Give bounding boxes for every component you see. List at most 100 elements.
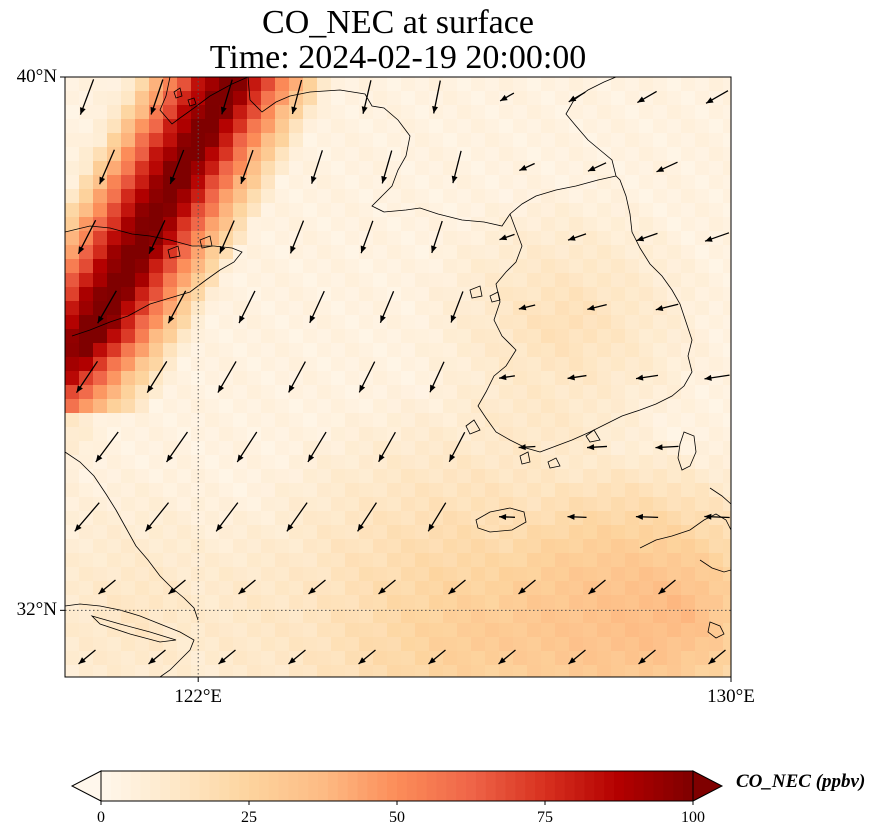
wind-vector-head [378, 454, 385, 462]
coastline-shandong [65, 225, 243, 337]
colorbar-tick-label: 25 [241, 809, 257, 826]
wind-vector-head [166, 454, 173, 463]
wind-vector-head [358, 657, 366, 665]
tsushima-island [677, 431, 697, 471]
wind-vector-head [168, 315, 175, 324]
wind-vector-head [499, 234, 508, 241]
map-frame [64, 76, 732, 678]
gridlines [65, 77, 731, 677]
concentration-field [65, 77, 731, 677]
wind-vector-head [360, 245, 367, 254]
coastline-liaoning [247, 77, 617, 227]
wind-vector-head [518, 304, 527, 311]
wind-vector-head [168, 587, 176, 595]
wind-vector-head [288, 384, 295, 393]
wind-vector-head [237, 454, 244, 463]
jeju-island [475, 507, 527, 533]
coastline-liaodong [159, 77, 249, 125]
wind-vector-head [216, 524, 223, 532]
colorbar-tick-label: 100 [681, 809, 705, 826]
wind-vector-head [655, 444, 663, 451]
korea-islands [465, 285, 601, 469]
wind-vector-head [518, 444, 526, 451]
wind-vector-head [638, 657, 646, 665]
wind-vector-head [448, 587, 456, 595]
wind-vector-head [98, 587, 106, 595]
wind-vector-head [148, 657, 156, 665]
wind-vector-head [519, 164, 527, 171]
wind-vector-head [587, 304, 595, 311]
wind-vector-head [239, 315, 245, 324]
wind-vector-head [378, 587, 386, 595]
wind-vector-head [499, 513, 507, 520]
wind-vector-head [147, 385, 154, 393]
wind-vector-head [150, 106, 157, 115]
wind-vector-head [78, 657, 86, 665]
wind-vector-head [288, 657, 296, 665]
wind-vector-head [290, 245, 296, 254]
coastline-yangtze [65, 603, 195, 677]
map-plot-area [65, 77, 731, 677]
wind-vector-head [449, 454, 456, 462]
colorbar-label: CO_NEC (ppbv) [736, 771, 866, 792]
coastline-korea-south [539, 175, 693, 453]
lon-tick-label: 122°E [174, 686, 223, 707]
wind-vector-head [500, 94, 508, 101]
wind-vector-head [97, 315, 104, 324]
wind-vector-head [220, 106, 227, 115]
lat-tick-label: 40°N [16, 66, 57, 87]
coastlines [65, 77, 731, 677]
wind-vector-head [95, 454, 103, 463]
wind-vector-head [432, 105, 439, 114]
wind-vector-head [567, 374, 575, 381]
wind-vector-head [218, 657, 226, 665]
liaodong-islands [167, 87, 213, 259]
wind-vector-head [357, 523, 364, 532]
wind-vector-head [704, 374, 712, 381]
axis-tick-marks [60, 76, 732, 682]
wind-vector-head [286, 523, 294, 532]
wind-vector-head [78, 246, 85, 254]
wind-vector-head [429, 384, 436, 393]
yangtze-island [90, 615, 177, 643]
colorbar-tick-label: 75 [537, 809, 553, 826]
wind-vector-head [568, 657, 576, 665]
coastline-jiangsu [65, 451, 199, 621]
wind-vector-head [518, 587, 526, 595]
wind-vector-head [361, 106, 368, 114]
wind-vector-head [428, 523, 435, 532]
wind-vectors [74, 79, 730, 665]
wind-vector-head [588, 587, 596, 595]
wind-vector-head [587, 444, 595, 451]
kyushu-coast [639, 487, 731, 639]
wind-vector-head [450, 314, 457, 323]
wind-vector-head [307, 454, 315, 462]
wind-vector-head [499, 374, 507, 381]
wind-vector-head [655, 305, 664, 312]
wind-vector-head [80, 107, 86, 115]
wind-vector-head [498, 657, 506, 665]
wind-vector-head [149, 246, 155, 254]
coastline-korea-north [565, 77, 617, 177]
wind-vector-head [219, 245, 226, 254]
wind-vector-head [656, 166, 665, 172]
wind-vector-head [568, 235, 576, 241]
wind-vector-head [308, 587, 316, 595]
wind-vector-head [431, 245, 437, 253]
wind-vector-head [451, 175, 458, 184]
wind-vector-head [381, 175, 388, 184]
lat-tick-label: 32°N [16, 599, 57, 621]
wind-vector-head [568, 95, 577, 102]
wind-vector-head [705, 236, 713, 242]
wind-vector-head [706, 97, 714, 104]
map-time: Time: 2024-02-19 20:00:00 [209, 39, 587, 76]
wind-vector-head [74, 524, 82, 532]
wind-vector-head [636, 374, 644, 381]
colorbar-tick-label: 0 [97, 809, 105, 826]
wind-vector-head [238, 587, 246, 595]
wind-vector-head [708, 657, 716, 665]
wind-vector-head [428, 657, 436, 665]
colorbar-tick-label: 50 [389, 809, 405, 826]
wind-vector-head [99, 176, 106, 185]
wind-vector-head [310, 176, 317, 184]
